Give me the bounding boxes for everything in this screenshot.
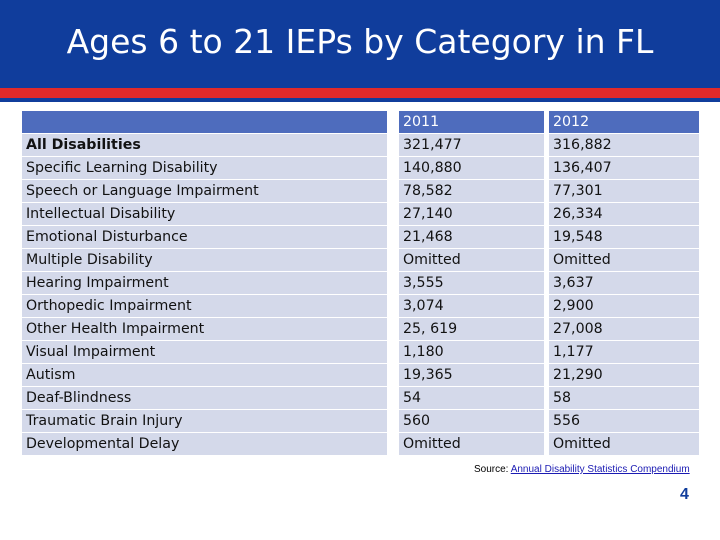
row-value-2011: 3,555 <box>399 272 544 294</box>
row-value-2012: 2,900 <box>549 295 699 317</box>
row-category: Deaf-Blindness <box>22 387 387 409</box>
row-value-2011: 560 <box>399 410 544 432</box>
row-category: Visual Impairment <box>22 341 387 363</box>
row-category: Hearing Impairment <box>22 272 387 294</box>
table-row: Deaf-Blindness 54 58 <box>22 387 699 409</box>
table-row: Traumatic Brain Injury 560 556 <box>22 410 699 432</box>
table-row: Other Health Impairment 25, 619 27,008 <box>22 318 699 340</box>
page-number: 4 <box>680 486 689 503</box>
row-value-2012: 21,290 <box>549 364 699 386</box>
row-category: Emotional Disturbance <box>22 226 387 248</box>
row-value-2011: 3,074 <box>399 295 544 317</box>
row-category: Intellectual Disability <box>22 203 387 225</box>
row-category: Orthopedic Impairment <box>22 295 387 317</box>
header-category <box>22 111 387 133</box>
row-category: Developmental Delay <box>22 433 387 455</box>
row-value-2012: 316,882 <box>549 134 699 156</box>
row-value-2012: 19,548 <box>549 226 699 248</box>
table-row: Specific Learning Disability 140,880 136… <box>22 157 699 179</box>
row-value-2011: 140,880 <box>399 157 544 179</box>
row-value-2011: 25, 619 <box>399 318 544 340</box>
row-value-2011: Omitted <box>399 249 544 271</box>
source-citation: Source: Annual Disability Statistics Com… <box>474 464 690 475</box>
row-value-2012: 556 <box>549 410 699 432</box>
row-category: Other Health Impairment <box>22 318 387 340</box>
row-value-2012: 136,407 <box>549 157 699 179</box>
row-category: Autism <box>22 364 387 386</box>
row-category: Specific Learning Disability <box>22 157 387 179</box>
accent-stripe-red <box>0 88 720 98</box>
row-value-2012: 27,008 <box>549 318 699 340</box>
row-value-2011: 21,468 <box>399 226 544 248</box>
row-value-2011: 19,365 <box>399 364 544 386</box>
table-row: Multiple Disability Omitted Omitted <box>22 249 699 271</box>
row-value-2011: 27,140 <box>399 203 544 225</box>
row-value-2012: Omitted <box>549 249 699 271</box>
row-value-2011: 78,582 <box>399 180 544 202</box>
table-row: Speech or Language Impairment 78,582 77,… <box>22 180 699 202</box>
header-2011: 2011 <box>399 111 544 133</box>
table-header-row: 2011 2012 <box>22 111 699 133</box>
row-category: Traumatic Brain Injury <box>22 410 387 432</box>
row-value-2012: 26,334 <box>549 203 699 225</box>
table-row: Orthopedic Impairment 3,074 2,900 <box>22 295 699 317</box>
table-row: Hearing Impairment 3,555 3,637 <box>22 272 699 294</box>
table-row: Autism 19,365 21,290 <box>22 364 699 386</box>
row-value-2011: 1,180 <box>399 341 544 363</box>
row-category: All Disabilities <box>22 134 387 156</box>
row-category: Speech or Language Impairment <box>22 180 387 202</box>
slide-title: Ages 6 to 21 IEPs by Category in FL <box>66 22 654 61</box>
title-bar <box>0 0 720 88</box>
table-row: All Disabilities 321,477 316,882 <box>22 134 699 156</box>
accent-stripe-blue <box>0 98 720 102</box>
row-value-2011: 321,477 <box>399 134 544 156</box>
source-prefix: Source: <box>474 464 511 475</box>
row-value-2012: 58 <box>549 387 699 409</box>
source-link[interactable]: Annual Disability Statistics Compendium <box>510 464 690 475</box>
row-value-2011: Omitted <box>399 433 544 455</box>
row-category: Multiple Disability <box>22 249 387 271</box>
row-value-2012: 3,637 <box>549 272 699 294</box>
header-2012: 2012 <box>549 111 699 133</box>
row-value-2011: 54 <box>399 387 544 409</box>
table-row: Developmental Delay Omitted Omitted <box>22 433 699 455</box>
table-row: Visual Impairment 1,180 1,177 <box>22 341 699 363</box>
row-value-2012: 1,177 <box>549 341 699 363</box>
row-value-2012: 77,301 <box>549 180 699 202</box>
row-value-2012: Omitted <box>549 433 699 455</box>
table-row: Emotional Disturbance 21,468 19,548 <box>22 226 699 248</box>
table-row: Intellectual Disability 27,140 26,334 <box>22 203 699 225</box>
